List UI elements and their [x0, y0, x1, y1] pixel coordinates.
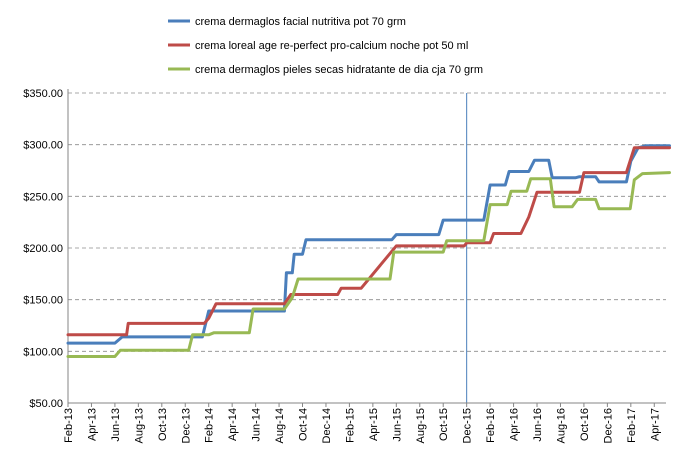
axes	[67, 89, 666, 407]
y-tick-label: $250.00	[23, 191, 63, 203]
x-tick-labels: Feb-13 Apr-13 Jun-13 Aug-13 Oct-13 Dec-13 Feb-…	[63, 408, 661, 443]
x-tick-label: Jun-13	[110, 408, 122, 442]
y-tick-label: $350.00	[23, 88, 63, 100]
y-tick-label: $100.00	[23, 346, 63, 358]
x-tick-label: Aug-16	[555, 408, 567, 443]
x-tick-label: Feb-17	[626, 408, 638, 443]
y-tick-label: $200.00	[23, 243, 63, 255]
series-lines	[66, 144, 671, 358]
x-tick-label: Oct-14	[298, 408, 310, 441]
legend-label-3: crema dermaglos pieles secas hidratante …	[195, 64, 483, 76]
x-tick-label: Oct-13	[157, 408, 169, 441]
legend-label-1: crema dermaglos facial nutritiva pot 70 …	[195, 16, 406, 28]
series-line-2	[66, 146, 671, 337]
x-tick-label: Dec-15	[462, 408, 474, 443]
x-tick-label: Aug-15	[415, 408, 427, 443]
series-line-1	[66, 144, 671, 345]
y-tick-label: $50.00	[29, 398, 63, 410]
x-tick-label: Apr-16	[509, 408, 521, 441]
x-tick-label: Oct-16	[579, 408, 591, 441]
x-tick-label: Feb-15	[344, 408, 356, 443]
x-tick-label: Feb-13	[63, 408, 75, 443]
x-tick-label: Jun-14	[251, 408, 263, 442]
x-tick-label: Dec-13	[180, 408, 192, 443]
y-tick-label: $300.00	[23, 140, 63, 152]
x-tick-label: Apr-15	[368, 408, 380, 441]
x-tick-label: Jun-16	[532, 408, 544, 442]
x-tick-label: Apr-17	[649, 408, 661, 441]
y-tick-labels: $50.00 $100.00 $150.00 $200.00 $250.00 $300.0…	[23, 88, 63, 410]
x-tick-label: Aug-14	[274, 408, 286, 443]
x-tick-label: Feb-14	[204, 408, 216, 443]
x-tick-label: Oct-15	[438, 408, 450, 441]
x-tick-label: Jun-15	[391, 408, 403, 442]
x-tick-label: Feb-16	[485, 408, 497, 443]
x-tick-label: Aug-13	[133, 408, 145, 443]
x-tick-label: Apr-13	[86, 408, 98, 441]
x-tick-label: Dec-16	[602, 408, 614, 443]
series-line-3	[66, 171, 671, 358]
x-tick-label: Dec-14	[321, 408, 333, 443]
x-tick-label: Apr-14	[227, 408, 239, 441]
y-tick-label: $150.00	[23, 295, 63, 307]
legend: crema dermaglos facial nutritiva pot 70 …	[168, 16, 483, 76]
legend-label-2: crema loreal age re-perfect pro-calcium …	[195, 40, 468, 52]
gridlines	[68, 92, 666, 352]
